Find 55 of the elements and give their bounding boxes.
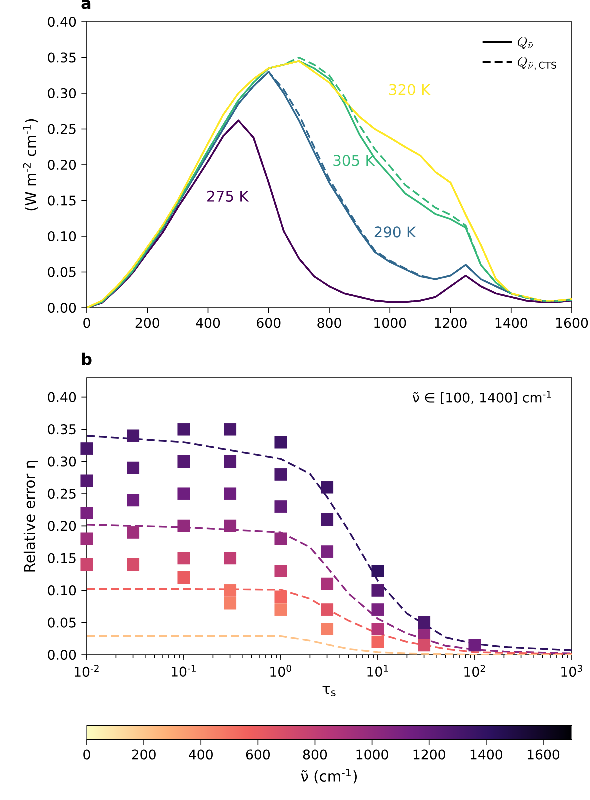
annotation: 320 K	[389, 84, 431, 96]
y-tick-label: 0.30	[48, 456, 76, 467]
annotation: 275 K	[208, 190, 250, 202]
x-tick-label: 800	[318, 318, 342, 328]
annotation: ν̃ ∈ [100, 1400] cm$^{-1}$	[412, 391, 552, 404]
x-tick-label: 200	[136, 318, 160, 328]
x-tick-label: 400	[196, 318, 220, 328]
chart-title: b	[82, 352, 92, 366]
x-tick-label: 600	[257, 318, 281, 328]
y-tick-label: 0.10	[48, 231, 76, 242]
x-tick-label: 0	[84, 318, 90, 328]
annotation: $Q_{\tilde{\nu},\,\mathrm{CTS}}$	[518, 57, 556, 71]
x-tick-label: 1400	[496, 318, 528, 328]
x-tick-label: 10$^{1}$	[368, 665, 388, 677]
y-tick-label: 0.40	[48, 16, 76, 28]
y-tick-label: 0.25	[48, 124, 76, 134]
x-tick-label: 10$^{3}$	[562, 665, 582, 678]
y-tick-label: 0.20	[48, 521, 76, 532]
x-axis-title: τ$_{s}$	[322, 686, 336, 697]
color-bar-label: 1400	[470, 750, 502, 760]
color-bar-label: 200	[132, 750, 156, 760]
color-bar-title: ν̃ (cm$^{-1}$)	[301, 768, 358, 784]
x-tick-label: 10$^{-1}$	[172, 665, 196, 677]
y-axis-title: (W m$^{-2}$ cm$^{-1}$)	[23, 119, 38, 211]
x-tick-label: 10$^{2}$	[464, 665, 486, 678]
y-tick-label: 0.25	[48, 488, 76, 500]
y-tick-label: 0.15	[48, 553, 76, 564]
color-bar-label: 600	[246, 750, 270, 760]
y-tick-label: 0.35	[48, 424, 76, 435]
x-tick-label: 10$^{0}$	[270, 665, 292, 678]
color-bar-label: 1000	[356, 750, 388, 760]
y-tick-label: 0.15	[48, 196, 76, 206]
color-bar-label: 0	[84, 750, 90, 760]
y-tick-label: 0.20	[48, 160, 76, 170]
y-tick-label: 0.00	[48, 302, 76, 314]
color-bar-label: 400	[189, 750, 213, 760]
y-tick-label: 0.10	[48, 586, 76, 596]
x-tick-label: 10$^{-2}$	[74, 665, 99, 678]
y-tick-label: 0.40	[48, 392, 76, 402]
color-bar-label: 1200	[414, 750, 446, 760]
y-axis-title: Relative error η	[24, 461, 38, 572]
chart-title: a	[82, 0, 91, 10]
y-tick-label: 0.05	[48, 618, 76, 628]
y-tick-label: 0.30	[48, 88, 76, 99]
x-tick-label: 1200	[435, 318, 467, 328]
y-tick-label: 0.35	[48, 52, 76, 63]
x-tick-label: 1600	[556, 318, 588, 328]
annotation: 305 K	[334, 155, 376, 166]
y-tick-label: 0.05	[48, 267, 76, 278]
annotation: 290 K	[374, 226, 416, 238]
x-tick-label: 1000	[374, 318, 406, 328]
color-bar-label: 1600	[528, 750, 560, 760]
annotation: $Q_{\tilde{\nu}}$	[518, 37, 534, 50]
color-bar-label: 800	[303, 750, 328, 760]
y-tick-label: 0.00	[48, 650, 76, 660]
